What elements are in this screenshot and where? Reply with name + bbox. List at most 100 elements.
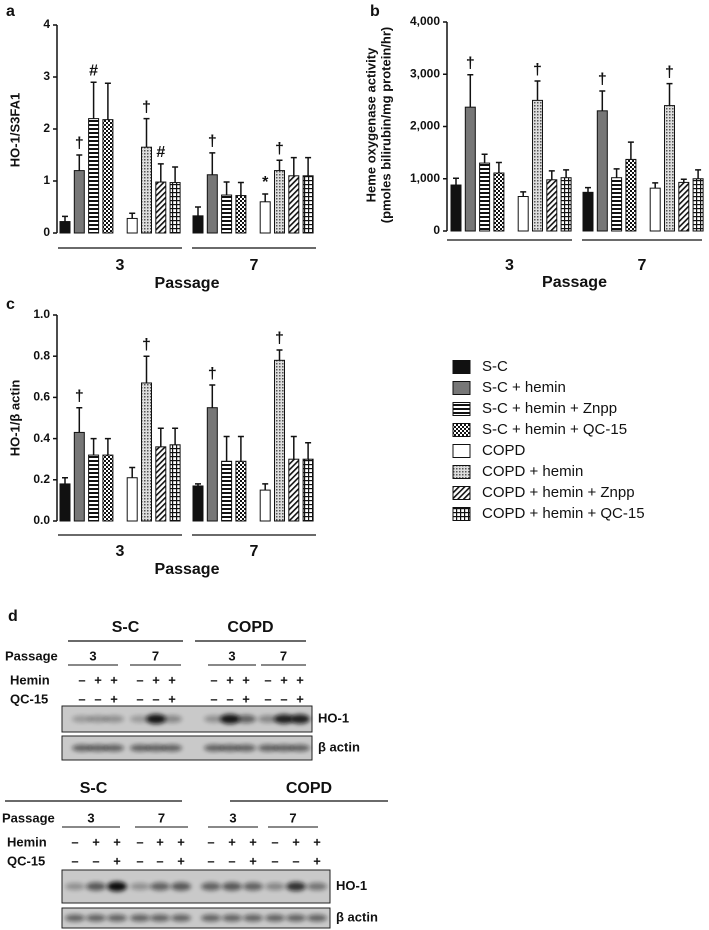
error-bar [62, 476, 68, 484]
band-label: β actin [318, 739, 360, 754]
bar [611, 177, 623, 232]
bar [206, 174, 218, 234]
passage-label: 7 [158, 810, 165, 825]
passage-label: 7 [289, 810, 296, 825]
blot-band [265, 882, 285, 891]
panel-label: b [370, 3, 380, 20]
y-tick-label: 0 [433, 223, 440, 237]
legend-swatch [452, 423, 471, 437]
lane-sign: + [168, 672, 176, 687]
blot-band [130, 914, 150, 922]
error-bar [680, 178, 687, 183]
blot-band [146, 744, 166, 752]
error-bar [237, 435, 244, 462]
y-tick-label: 0 [43, 225, 50, 239]
lane-sign: – [92, 853, 99, 868]
lane-sign: + [226, 672, 234, 687]
error-bar [157, 427, 164, 447]
blot-band [150, 914, 170, 922]
blot-band [307, 914, 327, 922]
bar [73, 170, 85, 234]
lane-sign: – [292, 853, 299, 868]
error-bar [548, 170, 555, 180]
panel-label: d [8, 608, 18, 625]
panel-label: c [6, 296, 15, 313]
significance-marker: † [275, 330, 284, 347]
lane-sign: + [94, 672, 102, 687]
blot-band [130, 882, 150, 891]
blot-band [65, 882, 85, 891]
bar [464, 106, 476, 232]
blot-band [220, 714, 240, 724]
blot-band [104, 715, 124, 723]
legend-swatch [452, 444, 471, 458]
lane-sign: – [78, 691, 85, 706]
error-bar [627, 141, 634, 160]
lane-sign: – [280, 691, 287, 706]
lane-sign: – [71, 834, 78, 849]
error-bar [262, 483, 269, 491]
blot-band [222, 914, 242, 922]
blot-band [265, 914, 285, 922]
bar [274, 359, 285, 522]
bar [678, 181, 690, 232]
error-bar [209, 384, 216, 408]
error-bar [305, 441, 312, 460]
lane-sign: + [113, 853, 121, 868]
passage-label: 3 [89, 648, 96, 663]
row-label: QC-15 [10, 691, 48, 706]
blot-band [258, 744, 278, 752]
lane-sign: – [271, 834, 278, 849]
legend-label: S-C [482, 358, 508, 375]
significance-marker: † [208, 133, 217, 150]
lane-sign: + [242, 672, 250, 687]
blot-band [201, 882, 221, 891]
bar [288, 175, 300, 234]
lane-sign: + [228, 834, 236, 849]
error-bar [76, 406, 83, 433]
bar [88, 118, 100, 234]
error-bar [172, 166, 179, 183]
error-bar [157, 163, 164, 183]
y-tick-label: 0.4 [33, 431, 50, 445]
legend-label: S-C + hemin + QC-15 [482, 421, 627, 438]
error-bar [104, 82, 111, 120]
lane-sign: + [313, 853, 321, 868]
error-bar [223, 181, 230, 196]
error-bar [453, 177, 459, 186]
lane-sign: – [264, 672, 271, 687]
y-tick-label: 0.2 [33, 472, 50, 486]
legend-label: COPD + hemin + QC-15 [482, 505, 645, 522]
blot-band [171, 882, 191, 891]
group-label: S-C [80, 780, 108, 797]
blot-band [171, 914, 191, 922]
error-bar [262, 193, 269, 202]
bar [288, 458, 300, 522]
lane-sign: + [313, 834, 321, 849]
error-bar [172, 427, 179, 445]
error-bar [290, 156, 297, 176]
legend-label: S-C + hemin [482, 379, 566, 396]
error-bar [695, 169, 702, 179]
y-tick-label: 2 [43, 121, 50, 135]
error-bar [481, 153, 488, 164]
y-tick-label: 2,000 [410, 119, 440, 133]
bar [206, 407, 218, 522]
bar [450, 184, 462, 232]
error-bar [613, 168, 620, 178]
x-axis-label: Passage [542, 274, 607, 291]
lane-sign: + [92, 834, 100, 849]
bar [192, 215, 204, 234]
blot-strip [61, 869, 331, 904]
bar [259, 489, 271, 522]
significance-marker: † [208, 365, 217, 382]
row-label: Hemin [7, 834, 47, 849]
bar [692, 178, 704, 232]
lane-sign: + [242, 691, 250, 706]
legend-swatch [452, 507, 471, 521]
bar [582, 191, 594, 232]
error-bar [599, 90, 606, 111]
blot-band [274, 744, 294, 752]
lane-sign: + [292, 834, 300, 849]
y-tick-label: 0.0 [33, 513, 50, 527]
